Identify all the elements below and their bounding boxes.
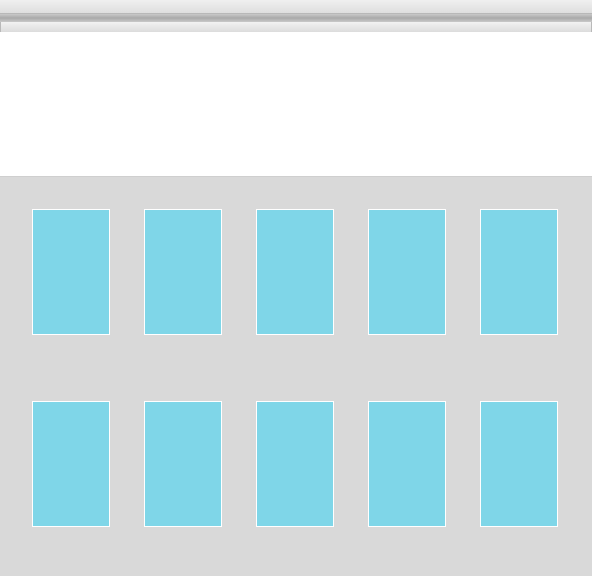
tile-r2-c3[interactable]	[256, 401, 334, 527]
tile-r2-c2[interactable]	[144, 401, 222, 527]
toolbar-bottom-bar	[0, 22, 592, 32]
tile-r2-c4[interactable]	[368, 401, 446, 527]
tile-r1-c5[interactable]	[480, 209, 558, 335]
toolbar-top-bar	[0, 0, 592, 14]
tile-panel	[0, 176, 592, 576]
tile-r2-c5[interactable]	[480, 401, 558, 527]
window-toolbar	[0, 0, 592, 32]
tile-r1-c4[interactable]	[368, 209, 446, 335]
tile-r1-c3[interactable]	[256, 209, 334, 335]
tile-r1-c1[interactable]	[32, 209, 110, 335]
tile-r2-c1[interactable]	[32, 401, 110, 527]
tile-r1-c2[interactable]	[144, 209, 222, 335]
toolbar-rail	[0, 14, 592, 22]
content-area	[0, 32, 592, 176]
